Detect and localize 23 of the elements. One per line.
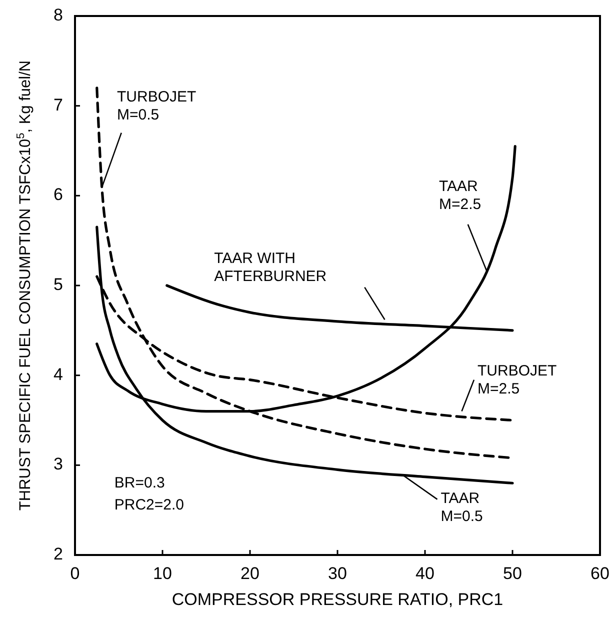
line-series [166,284,514,332]
y-tick-label: 7 [54,95,63,114]
x-tick-label: 0 [70,564,80,583]
x-tick-label: 50 [503,564,522,583]
annotation: BR=0.3 [114,474,165,492]
y-tick-label: 3 [54,454,63,474]
y-tick-label: 8 [54,5,63,24]
x-tick-label: 10 [153,564,172,583]
series-label: TAAR WITH AFTERBURNER [214,250,327,286]
x-tick-label: 60 [590,564,610,583]
y-tick-label: 2 [54,544,63,564]
x-axis-title: COMPRESSOR PRESSURE RATIO, PRC1 [172,590,504,609]
y-tick-label: 6 [54,185,63,204]
x-tick-label: 30 [328,564,347,583]
x-tick-label: 40 [416,564,434,583]
y-tick-label: 5 [54,274,63,294]
series-label: TURBOJET M=0.5 [117,88,196,124]
series-label: TURBOJET M=2.5 [478,362,557,398]
y-tick-label: 4 [54,364,63,384]
annotation: PRC2=2.0 [114,496,184,514]
series-label: TAAR M=0.5 [440,490,483,525]
series-label: TAAR M=2.5 [439,178,482,214]
x-tick-label: 20 [240,564,260,583]
